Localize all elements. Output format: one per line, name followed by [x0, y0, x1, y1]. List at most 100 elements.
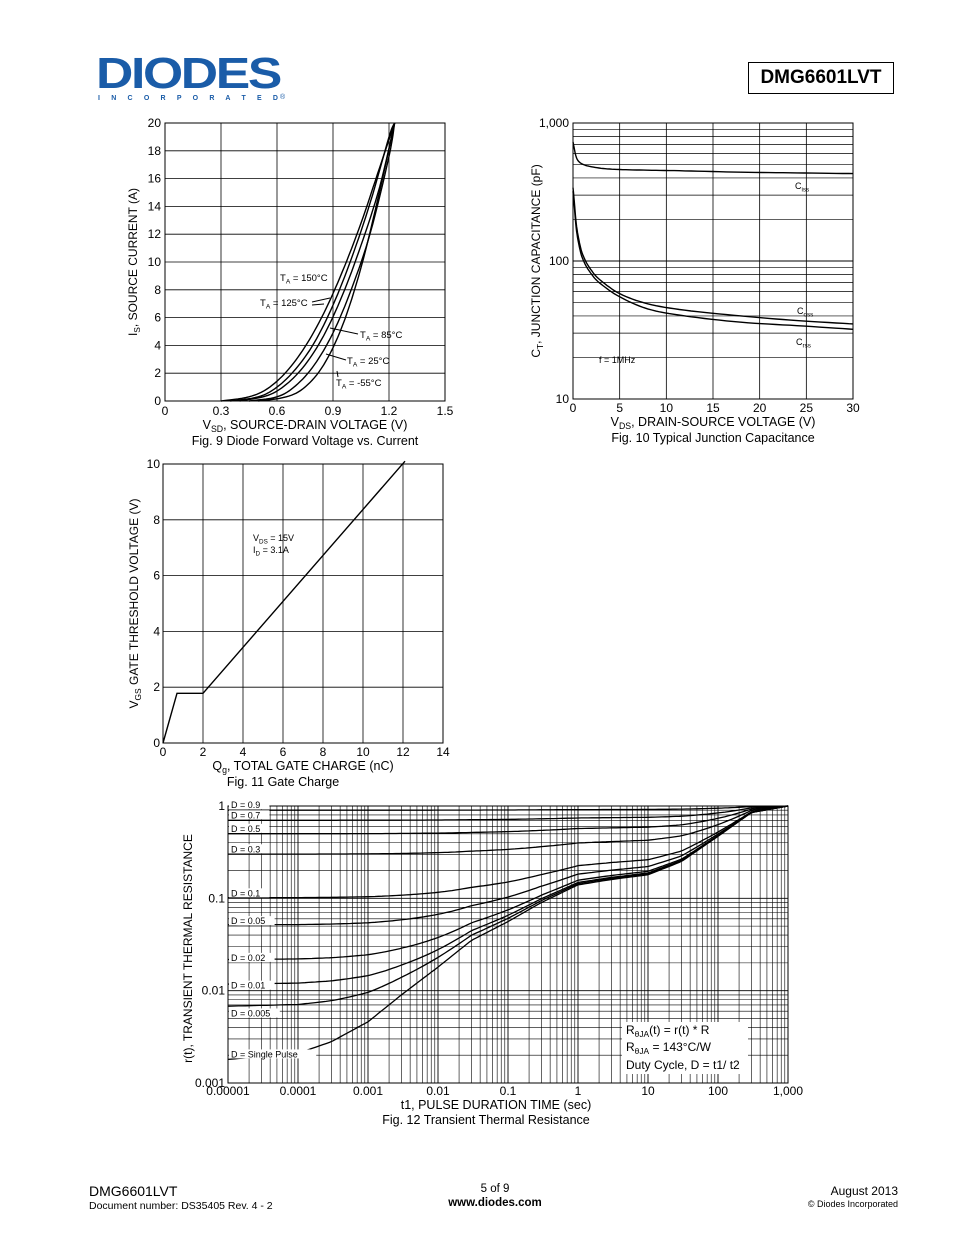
- fig10-x-tick-label: 30: [846, 401, 860, 415]
- fig12-series-label: D = 0.01: [231, 981, 265, 991]
- fig12-y-tick-label: 0.1: [208, 891, 225, 905]
- fig9-series-line: [239, 122, 396, 402]
- fig12-series-label-bg: [229, 823, 270, 833]
- fig9-y-tick-label: 12: [148, 227, 162, 241]
- fig9-annotation: TA = 25°C: [347, 356, 389, 368]
- fig10-x-tick-label: 20: [753, 401, 767, 415]
- fig12-series-label-bg: [229, 888, 270, 898]
- fig12-series-label: D = 0.7: [231, 810, 260, 820]
- fig9-y-tick-label: 4: [154, 338, 161, 352]
- fig11-y-tick-label: 0: [153, 736, 160, 750]
- footer-copyright: © Diodes Incorporated: [807, 1199, 898, 1209]
- fig9-annotation-arrow: [311, 303, 325, 306]
- fig9-chart: 0 0.3 0.6 0.9 1.2 1.5 0 2 4 6 8 10 12 14 16 18 20 TA = 15…: [126, 116, 454, 448]
- fig11-series-line: [162, 460, 406, 744]
- fig9-y-tick-label: 14: [148, 199, 162, 213]
- fig11-frame: [162, 463, 444, 744]
- fig10-frame: [572, 122, 854, 400]
- fig11-y-tick-label: 10: [147, 457, 161, 471]
- fig12-x-tick-label: 100: [708, 1084, 728, 1098]
- footer-website[interactable]: www.diodes.com: [448, 1197, 542, 1209]
- fig12-series-label-bg: [229, 810, 270, 820]
- fig10-caption: Fig. 10 Typical Junction Capacitance: [611, 431, 814, 445]
- fig12-caption: Fig. 12 Transient Thermal Resistance: [382, 1113, 590, 1127]
- fig12-y-tick-label: 0.01: [202, 984, 226, 998]
- fig9-series-line: [220, 122, 396, 402]
- fig12-x-tick-label: 0.001: [353, 1084, 383, 1098]
- fig10-x-tick-label: 0: [570, 401, 577, 415]
- fig10-y-tick-label: 1,000: [539, 116, 569, 130]
- fig9-y-tick-label: 16: [148, 172, 162, 186]
- fig12-series-line: [227, 805, 789, 1061]
- fig9-y-tick-label: 2: [154, 366, 161, 380]
- fig12-frame: [227, 805, 789, 1084]
- fig12-series-label-bg: [229, 980, 275, 990]
- fig11-x-tick-label: 12: [396, 745, 410, 759]
- fig11-y-tick-label: 4: [153, 624, 160, 638]
- fig12-series-label: D = 0.1: [231, 888, 260, 898]
- fig9-annotation: TA = 125°C: [260, 298, 308, 310]
- fig10-series-line: [572, 191, 854, 330]
- fig12-legend-line-3: Duty Cycle, D = t1/ t2: [626, 1058, 740, 1072]
- fig10-series-label-rss: Crss: [796, 337, 811, 349]
- fig10-y-axis-label: CT, JUNCTION CAPACITANCE (pF): [529, 164, 545, 357]
- fig11-x-tick-label: 6: [280, 745, 287, 759]
- fig12-series-label: D = 0.3: [231, 844, 260, 854]
- fig12-legend-line-1: RθJA(t) = r(t) * R: [626, 1023, 710, 1039]
- fig9-y-tick-label: 20: [148, 116, 162, 130]
- footer-document-number: Document number: DS35405 Rev. 4 - 2: [89, 1200, 273, 1212]
- fig12-y-axis-label: r(t), TRANSIENT THERMAL RESISTANCE: [181, 834, 195, 1063]
- fig9-x-tick-label: 0.9: [325, 404, 342, 418]
- registered-mark-icon: ®: [280, 93, 286, 101]
- fig10-annotation: f = 1MHz: [599, 355, 636, 365]
- fig11-x-tick-label: 14: [436, 745, 450, 759]
- fig10-series-line: [572, 141, 854, 175]
- fig9-annotation-arrow: [336, 370, 339, 378]
- logo-text: DIODES: [96, 54, 281, 98]
- fig9-x-tick-label: 0.3: [213, 404, 230, 418]
- fig12-series-label: D = 0.005: [231, 1008, 270, 1018]
- fig10-x-tick-label: 15: [706, 401, 720, 415]
- fig9-annotation: TA = 150°C: [280, 273, 328, 285]
- fig9-y-tick-label: 6: [154, 311, 161, 325]
- fig10-x-axis-label: VDS, DRAIN-SOURCE VOLTAGE (V): [611, 415, 816, 431]
- fig9-annotation: TA = 85°C: [360, 330, 402, 342]
- fig11-x-tick-label: 8: [320, 745, 327, 759]
- fig11-x-tick-label: 0: [160, 745, 167, 759]
- fig9-y-tick-label: 0: [154, 394, 161, 408]
- fig12-y-tick-label: 0.001: [195, 1076, 225, 1090]
- fig12-series-label-bg: [229, 844, 270, 854]
- fig9-series-line: [248, 122, 396, 402]
- fig12-series-line: [228, 805, 789, 926]
- footer-part-number: DMG6601LVT: [89, 1183, 178, 1199]
- fig10-series-label-oss: Coss: [797, 306, 813, 318]
- fig12-series-line: [228, 805, 789, 961]
- fig12-series-label-bg: [229, 952, 275, 962]
- fig12-x-axis-label: t1, PULSE DURATION TIME (sec): [401, 1098, 592, 1112]
- fig11-x-tick-label: 2: [200, 745, 207, 759]
- diodes-logo: DIODES I N C O R P O R A T E D ®: [96, 54, 286, 102]
- fig9-annotation: TA = -55°C: [336, 378, 382, 390]
- fig12-series-label-bg: [229, 1008, 280, 1018]
- fig11-annotation-vds: VDS = 15V: [253, 533, 294, 545]
- fig11-y-axis-label: VGS GATE THRESHOLD VOLTAGE (V): [127, 499, 143, 709]
- fig12-series-label: D = 0.9: [231, 800, 260, 810]
- fig9-x-tick-label: 1.2: [381, 404, 398, 418]
- part-number-box: DMG6601LVT: [748, 62, 894, 94]
- fig10-x-tick-label: 5: [616, 401, 623, 415]
- fig9-series-line: [230, 122, 396, 402]
- fig10-series-line: [572, 187, 854, 325]
- fig10-y-tick-label: 100: [549, 254, 569, 268]
- fig11-caption: Fig. 11 Gate Charge: [227, 775, 339, 789]
- fig12-chart: 0.00001 0.0001 0.001 0.01 0.1 1 10 100 1,000 0.00…: [181, 799, 803, 1127]
- fig12-x-tick-label: 0.1: [500, 1084, 517, 1098]
- fig12-series-line: [228, 805, 789, 899]
- fig12-x-tick-label: 1,000: [773, 1084, 803, 1098]
- fig12-series-label: D = 0.5: [231, 824, 260, 834]
- fig12-series-label: D = Single Pulse: [231, 1049, 298, 1059]
- fig12-x-tick-label: 1: [575, 1084, 582, 1098]
- fig12-series-label-bg: [229, 800, 270, 810]
- fig12-series-line: [228, 805, 789, 821]
